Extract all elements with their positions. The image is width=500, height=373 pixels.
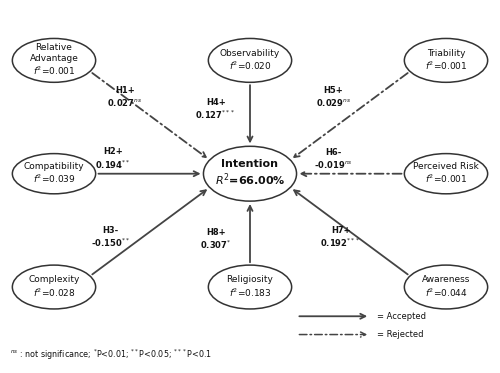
Text: = Rejected: = Rejected — [378, 330, 424, 339]
Text: H1+
0.027$^{ns}$: H1+ 0.027$^{ns}$ — [108, 86, 142, 108]
Text: H5+
0.029$^{ns}$: H5+ 0.029$^{ns}$ — [316, 86, 351, 108]
Ellipse shape — [208, 38, 292, 82]
Text: Awareness
$f^2$=0.044: Awareness $f^2$=0.044 — [422, 275, 470, 299]
Ellipse shape — [404, 38, 487, 82]
Text: Intention
$R^2$=66.00%: Intention $R^2$=66.00% — [214, 159, 286, 188]
Text: H7+
0.192$^{***}$: H7+ 0.192$^{***}$ — [320, 226, 361, 250]
Text: Complexity
$f^2$=0.028: Complexity $f^2$=0.028 — [28, 275, 80, 299]
Text: H3-
-0.150$^{**}$: H3- -0.150$^{**}$ — [91, 226, 130, 250]
Text: = Accepted: = Accepted — [378, 312, 426, 321]
Text: Triability
$f^2$=0.001: Triability $f^2$=0.001 — [424, 48, 468, 72]
Text: $^{ns}$ : not significance; $^{*}$P<0.01; $^{**}$P<0.05; $^{***}$P<0.1: $^{ns}$ : not significance; $^{*}$P<0.01… — [10, 347, 212, 362]
Text: Compatibility
$f^2$=0.039: Compatibility $f^2$=0.039 — [24, 162, 84, 185]
Text: Relative
Advantage
$f^2$=0.001: Relative Advantage $f^2$=0.001 — [30, 43, 78, 77]
Text: H2+
0.194$^{**}$: H2+ 0.194$^{**}$ — [95, 147, 130, 171]
Ellipse shape — [12, 154, 96, 194]
Ellipse shape — [404, 265, 487, 309]
Text: Perceived Risk
$f^2$=0.001: Perceived Risk $f^2$=0.001 — [413, 162, 479, 185]
Ellipse shape — [404, 154, 487, 194]
Ellipse shape — [208, 265, 292, 309]
Ellipse shape — [204, 146, 296, 201]
Text: H4+
0.127$^{***}$: H4+ 0.127$^{***}$ — [196, 98, 236, 122]
Ellipse shape — [12, 265, 96, 309]
Text: Observability
$f^2$=0.020: Observability $f^2$=0.020 — [220, 48, 280, 72]
Text: H8+
0.307$^{*}$: H8+ 0.307$^{*}$ — [200, 228, 232, 251]
Text: H6-
-0.019$^{ns}$: H6- -0.019$^{ns}$ — [314, 148, 352, 170]
Text: Religiosity
$f^2$=0.183: Religiosity $f^2$=0.183 — [226, 275, 274, 299]
Ellipse shape — [12, 38, 96, 82]
